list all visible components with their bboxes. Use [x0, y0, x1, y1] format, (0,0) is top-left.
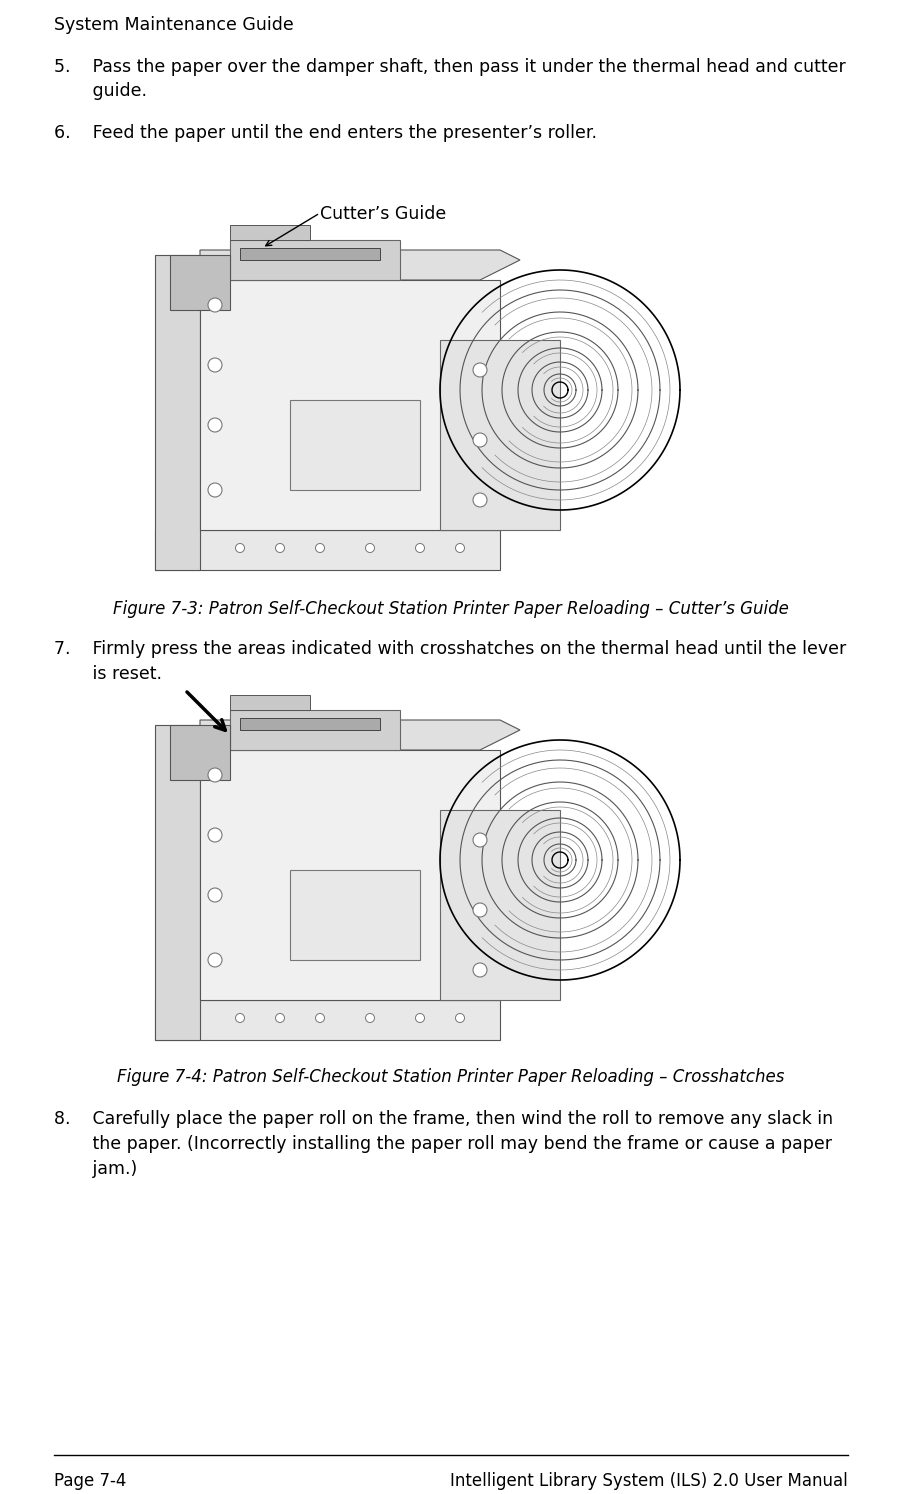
- Circle shape: [275, 1013, 284, 1022]
- Circle shape: [365, 544, 374, 553]
- Polygon shape: [155, 255, 200, 571]
- Circle shape: [208, 887, 222, 902]
- Text: Cutter’s Guide: Cutter’s Guide: [320, 205, 446, 223]
- Text: Figure 7-4: Patron Self-Checkout Station Printer Paper Reloading – Crosshatches: Figure 7-4: Patron Self-Checkout Station…: [117, 1068, 785, 1086]
- Circle shape: [473, 433, 487, 447]
- Circle shape: [316, 544, 325, 553]
- Bar: [130, 701, 770, 1044]
- Text: jam.): jam.): [54, 1159, 137, 1177]
- Polygon shape: [230, 695, 310, 710]
- Polygon shape: [290, 870, 420, 961]
- Text: 5.    Pass the paper over the damper shaft, then pass it under the thermal head : 5. Pass the paper over the damper shaft,…: [54, 58, 846, 76]
- Circle shape: [316, 1013, 325, 1022]
- Text: Figure 7-3: Patron Self-Checkout Station Printer Paper Reloading – Cutter’s Guid: Figure 7-3: Patron Self-Checkout Station…: [113, 601, 789, 619]
- Polygon shape: [230, 710, 400, 750]
- Circle shape: [208, 418, 222, 432]
- Bar: [130, 220, 770, 575]
- Text: guide.: guide.: [54, 82, 147, 100]
- Polygon shape: [200, 249, 520, 279]
- Circle shape: [208, 297, 222, 312]
- Circle shape: [473, 493, 487, 506]
- Polygon shape: [200, 750, 500, 999]
- Circle shape: [473, 902, 487, 917]
- Polygon shape: [240, 719, 380, 731]
- Circle shape: [208, 483, 222, 498]
- Circle shape: [456, 544, 465, 553]
- Circle shape: [275, 544, 284, 553]
- Polygon shape: [440, 341, 560, 530]
- Circle shape: [208, 768, 222, 781]
- Circle shape: [473, 964, 487, 977]
- Text: the paper. (Incorrectly installing the paper roll may bend the frame or cause a : the paper. (Incorrectly installing the p…: [54, 1135, 832, 1153]
- Circle shape: [473, 834, 487, 847]
- Text: Page 7-4: Page 7-4: [54, 1472, 126, 1490]
- Polygon shape: [170, 725, 230, 780]
- Text: 8.    Carefully place the paper roll on the frame, then wind the roll to remove : 8. Carefully place the paper roll on the…: [54, 1110, 833, 1128]
- Text: 6.    Feed the paper until the end enters the presenter’s roller.: 6. Feed the paper until the end enters t…: [54, 124, 597, 142]
- Circle shape: [473, 363, 487, 376]
- Circle shape: [365, 1013, 374, 1022]
- Polygon shape: [200, 720, 520, 750]
- Polygon shape: [200, 279, 500, 530]
- Polygon shape: [230, 241, 400, 279]
- Circle shape: [235, 1013, 244, 1022]
- Polygon shape: [155, 999, 500, 1040]
- Polygon shape: [240, 248, 380, 260]
- Text: Intelligent Library System (ILS) 2.0 User Manual: Intelligent Library System (ILS) 2.0 Use…: [450, 1472, 848, 1490]
- Polygon shape: [155, 725, 200, 1040]
- Text: is reset.: is reset.: [54, 665, 162, 683]
- Text: 7.    Firmly press the areas indicated with crosshatches on the thermal head unt: 7. Firmly press the areas indicated with…: [54, 639, 846, 657]
- Polygon shape: [440, 810, 560, 999]
- Polygon shape: [230, 226, 310, 241]
- Circle shape: [456, 1013, 465, 1022]
- Circle shape: [208, 953, 222, 967]
- Polygon shape: [155, 530, 500, 571]
- Circle shape: [416, 1013, 425, 1022]
- Polygon shape: [170, 255, 230, 309]
- Circle shape: [208, 359, 222, 372]
- Circle shape: [208, 828, 222, 843]
- Circle shape: [416, 544, 425, 553]
- Circle shape: [235, 544, 244, 553]
- Polygon shape: [290, 400, 420, 490]
- Text: System Maintenance Guide: System Maintenance Guide: [54, 16, 294, 34]
